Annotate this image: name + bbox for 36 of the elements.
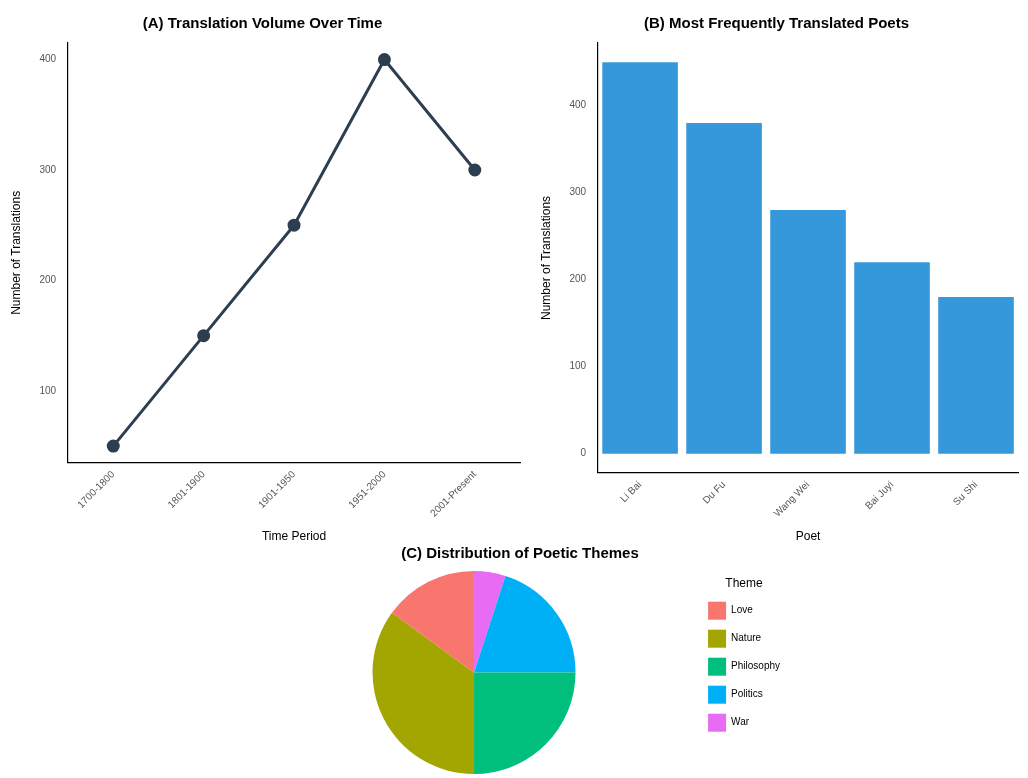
- legend-label: Politics: [731, 688, 763, 700]
- x-tick-label: Du Fu: [700, 478, 728, 506]
- point: [287, 218, 301, 232]
- chart-title: (A) Translation Volume Over Time: [142, 14, 383, 32]
- y-tick-label: 200: [39, 274, 57, 286]
- x-axis-title: Poet: [795, 529, 822, 544]
- y-tick-label: 300: [569, 186, 587, 198]
- x-axis-title: Time Period: [261, 529, 327, 544]
- legend-title: Theme: [725, 575, 764, 590]
- legend-label: War: [731, 716, 750, 728]
- legend-label: Love: [731, 604, 754, 616]
- y-tick-label: 400: [39, 53, 57, 65]
- legend-label: Nature: [731, 632, 762, 644]
- y-tick-label: 0: [580, 447, 587, 459]
- legend-label: Philosophy: [731, 660, 780, 672]
- chart-title: (C) Distribution of Poetic Themes: [401, 544, 639, 562]
- y-tick-label: 300: [39, 163, 57, 175]
- y-tick-label: 400: [569, 99, 587, 111]
- point: [468, 163, 482, 177]
- bar: [686, 123, 762, 454]
- chart-title: (B) Most Frequently Translated Poets: [643, 14, 910, 32]
- y-axis-title: Number of Translations: [538, 195, 553, 320]
- bar: [770, 210, 846, 454]
- point: [377, 53, 391, 67]
- bar: [938, 297, 1014, 454]
- point: [197, 329, 211, 343]
- bar: [602, 62, 678, 454]
- y-tick-label: 100: [569, 360, 587, 372]
- y-tick-label: 100: [39, 384, 57, 396]
- y-axis-title: Number of Translations: [8, 190, 23, 315]
- point: [106, 439, 120, 453]
- y-tick-label: 200: [569, 273, 587, 285]
- x-tick-label: Bai Juyi: [862, 478, 896, 512]
- x-tick-label: Su Shi: [950, 478, 980, 508]
- x-tick-label: Li Bai: [617, 478, 644, 505]
- bar: [854, 262, 930, 454]
